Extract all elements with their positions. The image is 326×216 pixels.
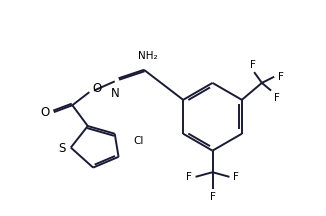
Text: F: F [210, 192, 215, 202]
Text: F: F [233, 172, 239, 182]
Text: F: F [186, 172, 192, 182]
Text: NH₂: NH₂ [138, 51, 158, 60]
Text: F: F [278, 72, 284, 82]
Text: O: O [40, 106, 49, 119]
Text: Cl: Cl [133, 137, 143, 146]
Text: S: S [58, 142, 66, 155]
Text: F: F [274, 93, 280, 103]
Text: F: F [250, 60, 256, 70]
Text: N: N [111, 87, 120, 100]
Text: O: O [92, 82, 102, 95]
